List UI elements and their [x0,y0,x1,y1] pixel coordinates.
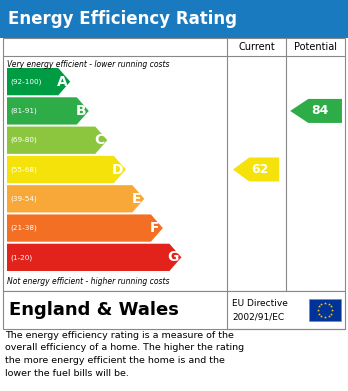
Polygon shape [233,158,279,181]
Text: (92-100): (92-100) [10,78,41,85]
Text: (1-20): (1-20) [10,254,32,261]
Text: Not energy efficient - higher running costs: Not energy efficient - higher running co… [7,277,169,286]
Text: G: G [168,250,179,264]
Bar [3,291,345,329]
Polygon shape [290,99,342,123]
Text: 84: 84 [311,104,329,117]
Polygon shape [7,97,89,125]
Text: (39-54): (39-54) [10,196,37,202]
Text: (55-68): (55-68) [10,166,37,173]
Polygon shape [7,244,181,271]
Polygon shape [7,156,126,183]
Text: Very energy efficient - lower running costs: Very energy efficient - lower running co… [7,60,169,69]
Text: Energy Efficiency Rating: Energy Efficiency Rating [8,10,237,28]
Text: B: B [76,104,86,118]
Bar [3,38,345,291]
Text: A: A [57,75,68,89]
Text: The energy efficiency rating is a measure of the
overall efficiency of a home. T: The energy efficiency rating is a measur… [5,331,244,377]
Text: England & Wales: England & Wales [9,301,179,319]
Text: 2002/91/EC: 2002/91/EC [232,312,284,321]
Text: (81-91): (81-91) [10,108,37,114]
Text: (69-80): (69-80) [10,137,37,143]
Text: EU Directive: EU Directive [232,299,288,308]
Text: D: D [112,163,124,176]
Polygon shape [7,68,70,95]
Text: 62: 62 [251,163,269,176]
Text: E: E [132,192,141,206]
Text: F: F [150,221,160,235]
Text: C: C [94,133,104,147]
Text: Potential: Potential [294,42,337,52]
Bar [0,0,348,38]
Polygon shape [7,185,144,212]
Polygon shape [7,214,163,242]
Polygon shape [7,127,107,154]
Text: (21-38): (21-38) [10,225,37,231]
Bar [309,299,341,321]
Text: Current: Current [238,42,275,52]
